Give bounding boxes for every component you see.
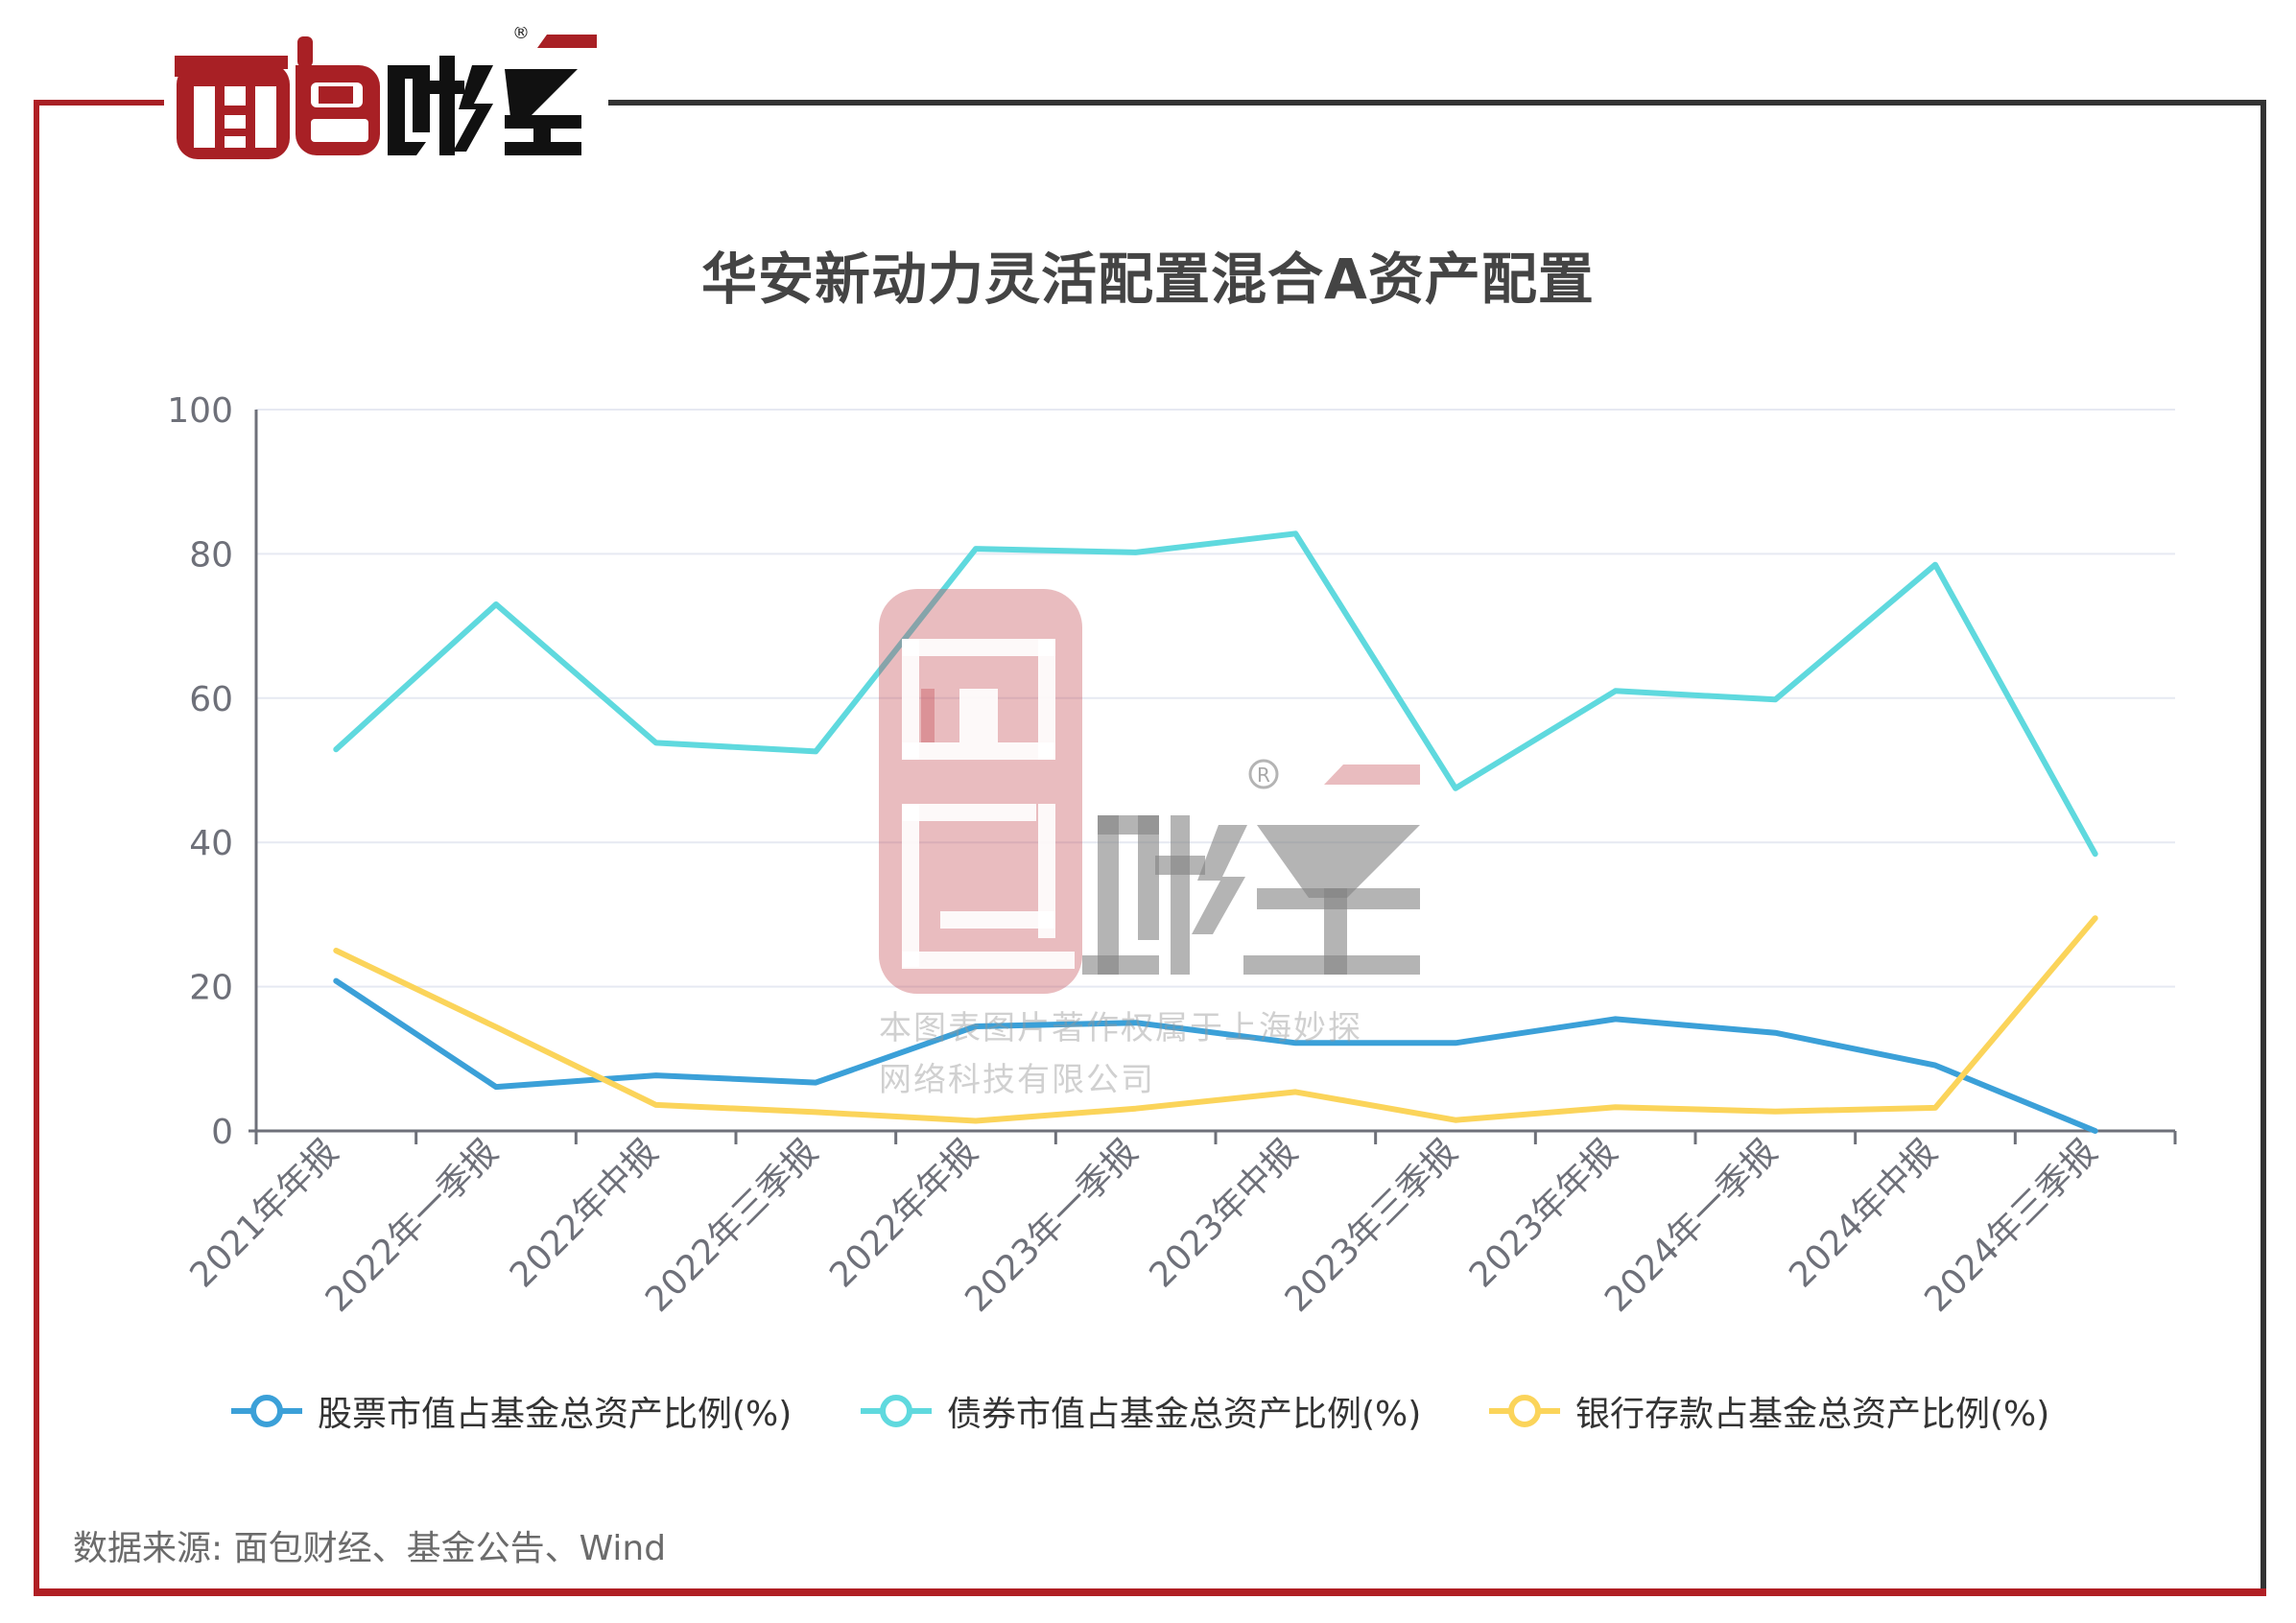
frame-left-line bbox=[34, 100, 39, 1596]
x-tick-label: 2022年三季报 bbox=[638, 1132, 826, 1320]
circle-line-marker-icon bbox=[861, 1395, 932, 1427]
circle-line-marker-icon bbox=[1489, 1395, 1560, 1427]
y-axis-ticks: 0 20 40 60 80 100 bbox=[167, 391, 233, 1152]
logo-mian-glyph-icon bbox=[175, 56, 290, 159]
x-tick-label: 2021年年报 bbox=[183, 1132, 346, 1295]
x-tick-label: 2023年三季报 bbox=[1278, 1132, 1466, 1320]
watermark-logo-icon: R bbox=[879, 589, 1420, 994]
registered-mark-icon: ® bbox=[512, 27, 530, 43]
x-tick-label: 2024年中报 bbox=[1782, 1132, 1945, 1295]
series-line-1[interactable] bbox=[333, 530, 2098, 858]
frame-bottom-line bbox=[34, 1588, 2266, 1596]
legend-item-deposit[interactable]: 银行存款占基金总资产比例(%) bbox=[1489, 1387, 2049, 1435]
logo-cai-glyph-icon bbox=[388, 56, 464, 155]
x-tick-label: 2023年一季报 bbox=[958, 1132, 1146, 1320]
chart-title: 华安新动力灵活配置混合A资产配置 bbox=[701, 247, 1595, 312]
circle-line-marker-icon bbox=[231, 1395, 302, 1427]
frame-top-red-line bbox=[34, 100, 164, 106]
chart-series bbox=[333, 530, 2098, 1134]
legend-label-bond: 债券市值占基金总资产比例(%) bbox=[947, 1395, 1422, 1434]
watermark-text-line1: 本图表图片著作权属于上海妙探 bbox=[879, 1009, 1362, 1047]
chart-legend: 股票市值占基金总资产比例(%) 债券市值占基金总资产比例(%) 银行存款占基金总… bbox=[0, 1387, 2296, 1435]
x-tick-label: 2024年一季报 bbox=[1598, 1132, 1786, 1320]
watermark-text-line2: 网络科技有限公司 bbox=[879, 1061, 1155, 1099]
series-line-2[interactable] bbox=[333, 915, 2098, 1124]
legend-item-stock[interactable]: 股票市值占基金总资产比例(%) bbox=[231, 1387, 792, 1435]
logo-bao-glyph-icon bbox=[296, 36, 380, 155]
y-tick-label: 100 bbox=[167, 391, 233, 431]
y-tick-label: 60 bbox=[189, 680, 233, 719]
legend-label-stock: 股票市值占基金总资产比例(%) bbox=[318, 1395, 793, 1434]
x-tick-label: 2022年中报 bbox=[503, 1132, 666, 1295]
x-tick-label: 2024年三季报 bbox=[1917, 1132, 2105, 1320]
x-tick-label: 2022年一季报 bbox=[319, 1132, 507, 1320]
x-axis-ticks: 2021年年报2022年一季报2022年中报2022年三季报2022年年报202… bbox=[183, 1131, 2177, 1320]
legend-label-deposit: 银行存款占基金总资产比例(%) bbox=[1575, 1395, 2050, 1434]
y-tick-label: 0 bbox=[211, 1113, 233, 1152]
brand-logo: ® bbox=[175, 27, 597, 159]
legend-item-bond[interactable]: 债券市值占基金总资产比例(%) bbox=[861, 1387, 1421, 1435]
series-line-0[interactable] bbox=[333, 977, 2098, 1134]
y-tick-label: 20 bbox=[189, 969, 233, 1008]
y-tick-label: 80 bbox=[189, 535, 233, 575]
frame-top-dark-line bbox=[608, 100, 2266, 106]
y-tick-label: 40 bbox=[189, 824, 233, 863]
svg-text:R: R bbox=[1257, 764, 1270, 787]
logo-jing-glyph-icon bbox=[453, 35, 597, 155]
x-tick-label: 2022年年报 bbox=[822, 1132, 985, 1295]
frame-right-line bbox=[2260, 100, 2266, 1596]
x-tick-label: 2023年年报 bbox=[1462, 1132, 1625, 1295]
x-tick-label: 2023年中报 bbox=[1143, 1132, 1306, 1295]
data-source-note: 数据来源: 面包财经、基金公告、Wind bbox=[73, 1529, 667, 1568]
